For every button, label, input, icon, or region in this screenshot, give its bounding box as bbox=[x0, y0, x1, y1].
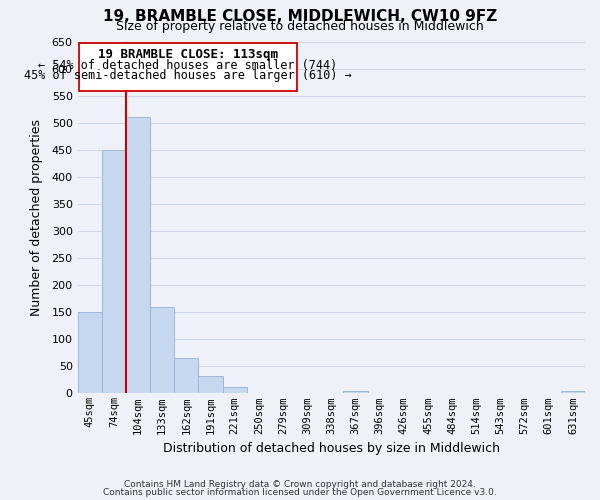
Bar bbox=[561, 390, 585, 394]
Bar bbox=[223, 387, 247, 394]
Bar bbox=[126, 118, 150, 394]
Bar bbox=[199, 376, 223, 394]
X-axis label: Distribution of detached houses by size in Middlewich: Distribution of detached houses by size … bbox=[163, 442, 500, 455]
Text: Contains HM Land Registry data © Crown copyright and database right 2024.: Contains HM Land Registry data © Crown c… bbox=[124, 480, 476, 489]
Bar bbox=[343, 390, 368, 394]
Text: 45% of semi-detached houses are larger (610) →: 45% of semi-detached houses are larger (… bbox=[24, 68, 352, 82]
Y-axis label: Number of detached properties: Number of detached properties bbox=[30, 119, 43, 316]
Bar bbox=[102, 150, 126, 394]
Text: 19 BRAMBLE CLOSE: 113sqm: 19 BRAMBLE CLOSE: 113sqm bbox=[98, 48, 278, 61]
Bar bbox=[174, 358, 199, 394]
Text: Size of property relative to detached houses in Middlewich: Size of property relative to detached ho… bbox=[116, 20, 484, 33]
Bar bbox=[150, 307, 174, 394]
Text: ← 54% of detached houses are smaller (744): ← 54% of detached houses are smaller (74… bbox=[38, 59, 338, 72]
FancyBboxPatch shape bbox=[79, 42, 298, 92]
Bar bbox=[77, 312, 102, 394]
Text: 19, BRAMBLE CLOSE, MIDDLEWICH, CW10 9FZ: 19, BRAMBLE CLOSE, MIDDLEWICH, CW10 9FZ bbox=[103, 9, 497, 24]
Text: Contains public sector information licensed under the Open Government Licence v3: Contains public sector information licen… bbox=[103, 488, 497, 497]
